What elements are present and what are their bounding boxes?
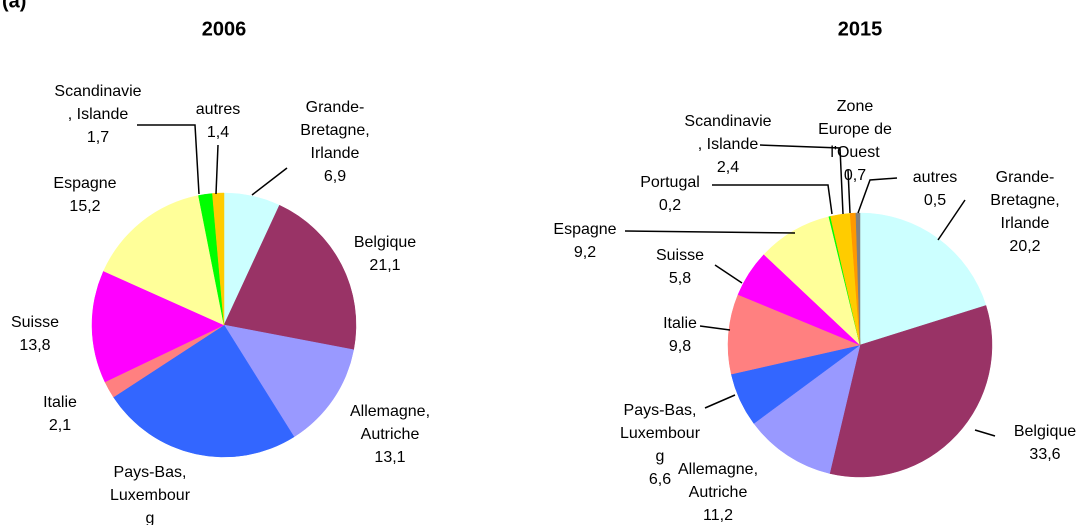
pie-slice	[829, 305, 993, 478]
value-label: 0,7	[844, 167, 866, 184]
slice-label: Belgique	[354, 234, 416, 251]
slice-label: Zone Europe de l'Ouest	[818, 98, 892, 161]
value-label: 6,6	[649, 471, 671, 488]
slice-label: autres	[913, 169, 957, 186]
value-label: 11,2	[703, 507, 733, 524]
value-label: 1,7	[87, 129, 109, 146]
pie-slice	[223, 324, 354, 438]
value-label: 20,2	[1009, 238, 1040, 255]
pie-slice	[113, 324, 295, 458]
leader-line	[974, 429, 996, 437]
leader-line	[699, 325, 731, 331]
slice-label: Espagne	[553, 221, 616, 238]
pie-slice	[91, 270, 225, 383]
value-label: 0,2	[659, 197, 681, 214]
slice-label: Portugal	[640, 174, 700, 191]
slice-label: Pays-Bas, Luxembour g	[620, 402, 701, 465]
slice-label: Scandinavie, Islande	[54, 83, 141, 123]
value-label: 21,1	[369, 257, 400, 274]
pie-slice	[223, 204, 357, 351]
chart-title: 2006	[202, 18, 247, 40]
slice-label: Espagne	[53, 175, 116, 192]
panel-label: (a)	[2, 0, 26, 12]
slice-label: Italie	[43, 394, 77, 411]
slice-label: Scandinavie, Islande	[684, 113, 771, 153]
value-label: 9,8	[669, 338, 691, 355]
slice-label: Allemagne, Autriche	[350, 403, 430, 443]
leader-line	[847, 169, 851, 214]
slice-label: Suisse	[656, 247, 704, 264]
value-label: 33,6	[1029, 446, 1060, 463]
leader-line	[704, 394, 736, 409]
leader-line	[137, 124, 200, 195]
pie-slice	[212, 192, 225, 326]
slice-label: Grande-Bretagne, Irlande	[300, 99, 369, 162]
slice-label: autres	[196, 101, 240, 118]
value-label: 13,8	[19, 337, 50, 354]
chart-title: 2015	[838, 18, 883, 40]
value-label: 13,1	[374, 449, 405, 466]
slice-label: Belgique	[1014, 423, 1076, 440]
value-label: 0,5	[924, 192, 946, 209]
leader-line	[759, 144, 844, 215]
value-label: 1,4	[207, 124, 229, 141]
leader-line	[251, 167, 288, 196]
leader-line	[714, 264, 743, 284]
leader-line	[215, 144, 219, 195]
leader-line	[712, 184, 833, 215]
slice-label: Italie	[663, 315, 697, 332]
pie-slice	[753, 344, 861, 474]
leader-line	[937, 199, 966, 241]
pie-slice	[103, 195, 225, 326]
pie-slice	[727, 294, 861, 375]
value-label: 2,4	[717, 159, 739, 176]
leader-line	[624, 230, 796, 234]
value-label: 5,8	[669, 270, 691, 287]
slice-label: Allemagne, Autriche	[678, 461, 758, 501]
slice-label: Suisse	[11, 314, 59, 331]
value-label: 2,1	[49, 417, 71, 434]
leader-line	[857, 177, 898, 214]
pie-slice	[855, 212, 861, 346]
slice-label: Pays-Bas, Luxembour g	[110, 464, 191, 525]
value-label: 9,2	[574, 244, 596, 261]
value-label: 6,9	[324, 168, 346, 185]
value-label: 15,2	[69, 198, 100, 215]
slice-label: Grande-Bretagne, Irlande	[990, 169, 1059, 232]
